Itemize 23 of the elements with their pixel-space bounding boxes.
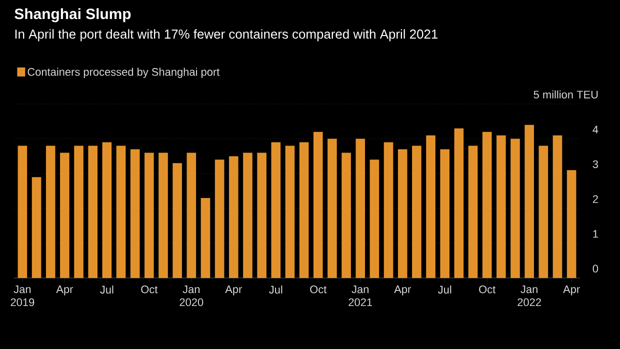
x-tick-label: Jan 2022	[518, 286, 541, 306]
x-tick-label: Apr	[225, 286, 242, 296]
x-tick-label: Apr	[56, 286, 74, 296]
chart-subtitle: In April the port dealt with 17% fewer containers compared with April 2021	[15, 29, 438, 42]
y-tick-label: 0	[592, 264, 598, 272]
x-tick-label: Jul	[100, 286, 114, 294]
x-tick-label: Jan 2021	[348, 286, 372, 306]
y-tick-label: 5 million TEU	[534, 90, 598, 98]
x-tick-label: Jan 2019	[10, 286, 34, 306]
x-tick-label: Oct	[310, 286, 327, 294]
y-tick-label: 1	[593, 230, 598, 238]
x-tick-label: Apr	[563, 286, 580, 296]
x-tick-label: Jul	[438, 286, 452, 294]
y-tick-label: 3	[592, 160, 598, 168]
x-tick-label: Oct	[479, 286, 496, 294]
x-tick-label: Apr	[394, 286, 411, 296]
x-tick-label: Jul	[269, 286, 282, 294]
chart-title: Shanghai Slump	[14, 8, 131, 22]
y-tick-label: 4	[592, 126, 598, 134]
legend-label: Containers processed by Shanghai port	[28, 68, 220, 78]
x-tick-label: Oct	[141, 286, 158, 294]
x-tick-label: Jan 2020	[180, 286, 204, 306]
y-tick-label: 2	[592, 195, 598, 203]
